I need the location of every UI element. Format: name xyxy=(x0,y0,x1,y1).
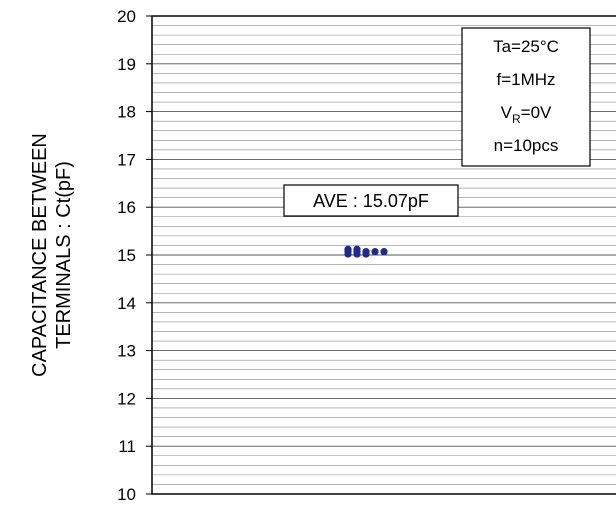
y-tick-label: 14 xyxy=(117,294,136,313)
data-points xyxy=(344,245,388,258)
condition-vr-main: V xyxy=(501,103,513,122)
data-point xyxy=(380,248,388,256)
y-tick-label: 12 xyxy=(117,389,136,408)
condition-vr: VR=0V xyxy=(501,103,552,126)
y-axis-label-line-2: TERMINALS : Ct(pF) xyxy=(53,161,75,349)
conditions-box: Ta=25°C f=1MHz VR=0V n=10pcs xyxy=(461,27,591,167)
y-tick-label: 19 xyxy=(117,55,136,74)
data-point xyxy=(344,245,352,253)
average-frame xyxy=(283,184,459,217)
condition-f: f=1MHz xyxy=(496,70,555,89)
y-tick-label: 16 xyxy=(117,198,136,217)
conditions-frame xyxy=(461,27,591,167)
y-axis-label: CAPACITANCE BETWEEN TERMINALS : Ct(pF) xyxy=(29,133,75,377)
y-tick-label: 17 xyxy=(117,150,136,169)
condition-ta: Ta=25°C xyxy=(493,37,559,56)
y-tick-label: 11 xyxy=(118,437,136,456)
y-tick-label: 18 xyxy=(117,103,136,122)
y-tick-label: 13 xyxy=(117,342,136,361)
condition-vr-rest: =0V xyxy=(521,103,552,122)
y-tick-label: 20 xyxy=(117,7,136,26)
y-tick-label: 15 xyxy=(117,246,136,265)
average-label: AVE : 15.07pF xyxy=(313,191,429,211)
data-point xyxy=(353,245,361,253)
y-axis-label-line-1: CAPACITANCE BETWEEN xyxy=(29,133,51,377)
average-annotation: AVE : 15.07pF xyxy=(283,184,459,217)
y-tick-label: 10 xyxy=(117,485,136,504)
data-point xyxy=(371,248,379,256)
condition-vr-sub: R xyxy=(512,112,521,126)
y-axis-ticks: 10 11 12 13 14 15 16 17 18 19 20 xyxy=(117,7,152,504)
condition-n: n=10pcs xyxy=(494,136,559,155)
data-point xyxy=(362,248,370,256)
